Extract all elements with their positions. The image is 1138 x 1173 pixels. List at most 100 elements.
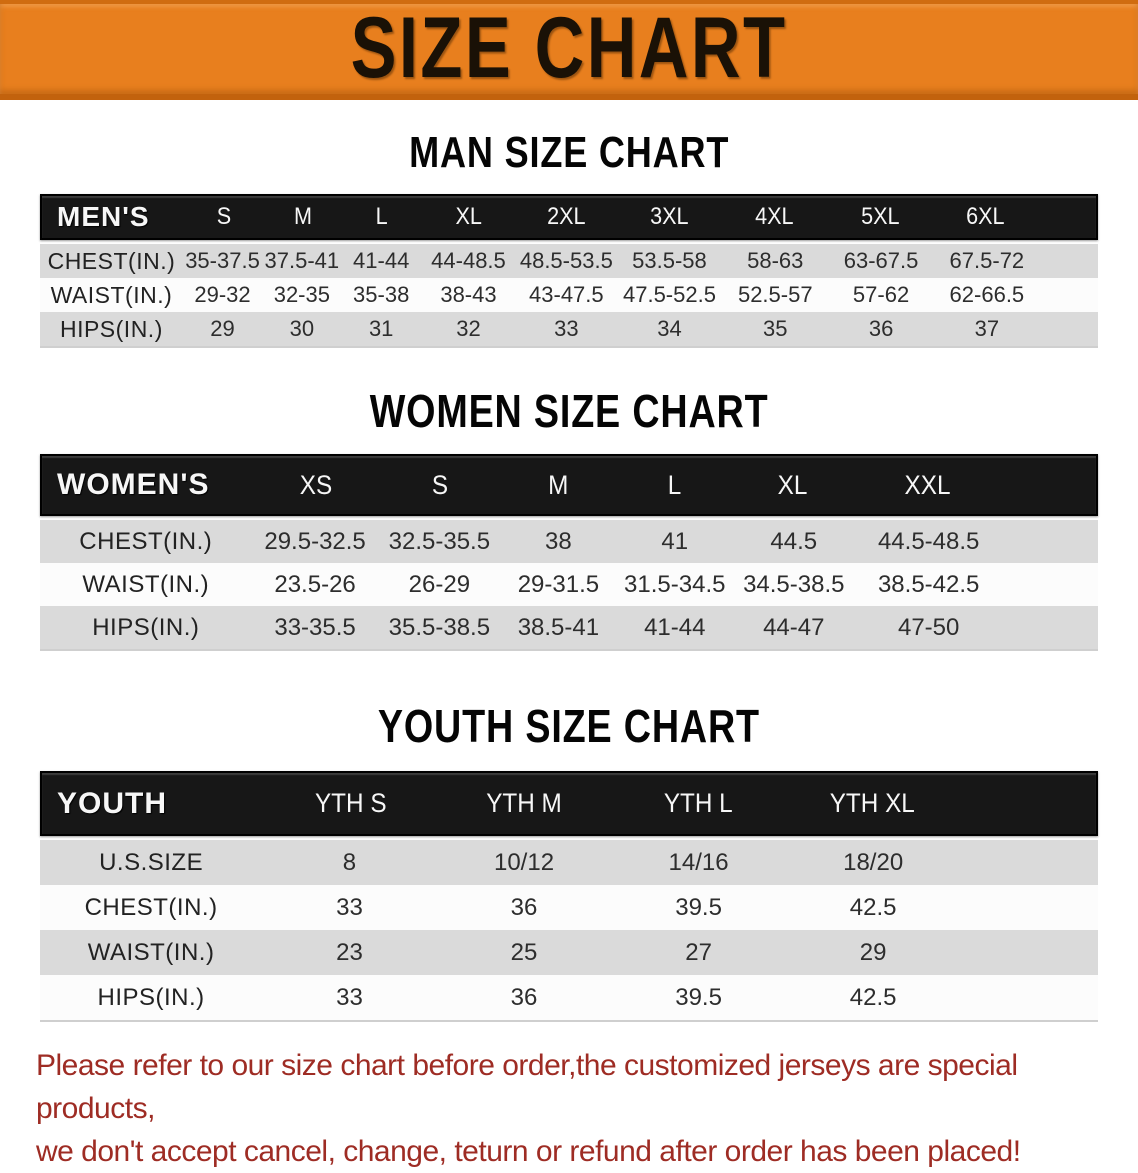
size-column-header-text: 4XL bbox=[755, 203, 794, 230]
table-cell: 48.5-53.5 bbox=[519, 248, 613, 273]
table-cell: 44-48.5 bbox=[431, 248, 506, 273]
size-column-header-text: S bbox=[216, 203, 232, 230]
table-cell: 34 bbox=[657, 316, 682, 341]
table-cell: 47.5-52.5 bbox=[622, 282, 716, 307]
men-size-table: MEN'S S M L XL 2XL 3XL 4XL 5XL 6XL CHEST(IN.) 35-37… bbox=[40, 194, 1098, 348]
table-cell: 58-63 bbox=[747, 248, 804, 273]
table-cell: 23 bbox=[336, 938, 363, 966]
row-label: HIPS(IN.) bbox=[97, 983, 205, 1011]
table-cell: 38.5-42.5 bbox=[877, 570, 980, 598]
size-column-header: S bbox=[379, 470, 500, 501]
row-label: WAIST(IN.) bbox=[50, 281, 173, 308]
size-column-header-text: YTH S bbox=[314, 788, 387, 818]
size-column-header-text: XL bbox=[778, 469, 808, 500]
table-cell: 26-29 bbox=[408, 570, 471, 598]
table-row: U.S.SIZE 8 10/12 14/16 18/20 bbox=[40, 840, 1098, 885]
table-row: CHEST(IN.) 35-37.5 37.5-41 41-44 44-48.5 48.5… bbox=[40, 244, 1098, 278]
table-cell: 36 bbox=[868, 316, 894, 341]
table-cell: 42.5 bbox=[849, 893, 897, 921]
size-column-header: YTH L bbox=[611, 788, 785, 819]
disclaimer-line-1: Please refer to our size chart before or… bbox=[36, 1049, 1018, 1125]
size-column-header: M bbox=[263, 203, 342, 231]
size-column-header: 5XL bbox=[827, 203, 932, 231]
table-cell: 35-38 bbox=[353, 282, 410, 307]
women-section-heading-text: WOMEN SIZE CHART bbox=[369, 385, 769, 437]
table-row: CHEST(IN.) 33 36 39.5 42.5 bbox=[40, 885, 1098, 930]
table-cell: 33 bbox=[336, 983, 363, 1011]
table-cell: 41-44 bbox=[644, 613, 706, 641]
table-cell: 33-35.5 bbox=[274, 613, 356, 641]
table-cell: 53.5-58 bbox=[632, 248, 707, 273]
size-column-header: S bbox=[184, 203, 263, 231]
row-label: CHEST(IN.) bbox=[84, 893, 218, 921]
table-cell: 52.5-57 bbox=[737, 282, 813, 307]
row-label: CHEST(IN.) bbox=[79, 527, 213, 555]
size-column-header: 6XL bbox=[933, 203, 1038, 231]
disclaimer-line-2: we don't accept cancel, change, teturn o… bbox=[36, 1135, 1021, 1168]
size-column-header: 2XL bbox=[516, 203, 616, 231]
size-column-header-text: XS bbox=[299, 469, 333, 500]
size-column-header-text: 6XL bbox=[966, 203, 1005, 230]
size-column-header-text: YTH L bbox=[663, 788, 733, 818]
table-cell: 62-66.5 bbox=[949, 282, 1025, 307]
row-label: WAIST(IN.) bbox=[82, 570, 210, 598]
table-cell: 33 bbox=[336, 893, 363, 921]
size-column-header-text: 3XL bbox=[649, 203, 689, 230]
table-cell: 18/20 bbox=[843, 848, 904, 876]
table-cell: 67.5-72 bbox=[949, 248, 1025, 273]
table-cell: 44.5 bbox=[770, 527, 818, 555]
table-header-row: MEN'S S M L XL 2XL 3XL 4XL 5XL 6XL bbox=[40, 194, 1098, 240]
table-cell: 38 bbox=[545, 527, 572, 555]
size-column-header-text: 5XL bbox=[860, 203, 900, 230]
size-column-header: XS bbox=[253, 470, 379, 501]
women-section-heading: WOMEN SIZE CHART bbox=[0, 386, 1138, 436]
table-cell: 36 bbox=[510, 983, 538, 1011]
size-column-header: 3XL bbox=[616, 203, 721, 231]
row-label: WAIST(IN.) bbox=[87, 938, 215, 966]
table-cell: 10/12 bbox=[493, 848, 555, 876]
table-header-label: YOUTH bbox=[57, 786, 167, 820]
youth-section-heading: YOUTH SIZE CHART bbox=[0, 701, 1138, 751]
disclaimer: Please refer to our size chart before or… bbox=[36, 1044, 1118, 1173]
table-row: HIPS(IN.) 33-35.5 35.5-38.5 38.5-41 41-44 44-… bbox=[40, 606, 1098, 649]
table-cell: 37.5-41 bbox=[264, 248, 340, 273]
size-column-header: L bbox=[342, 203, 421, 231]
table-header-label: MEN'S bbox=[57, 201, 150, 232]
youth-size-table: YOUTH YTH S YTH M YTH L YTH XL U.S.SIZE 8 10/12… bbox=[40, 771, 1098, 1022]
row-label: U.S.SIZE bbox=[99, 848, 204, 876]
table-cell: 29 bbox=[859, 938, 887, 966]
table-cell: 31.5-34.5 bbox=[624, 570, 726, 598]
women-section: WOMEN SIZE CHART WOMEN'S XS S M L XL XXL CHEST(… bbox=[0, 386, 1138, 651]
table-cell: 39.5 bbox=[675, 893, 722, 921]
table-cell: 47-50 bbox=[897, 613, 960, 641]
table-cell: 31 bbox=[368, 316, 394, 341]
table-cell: 44-47 bbox=[763, 613, 825, 641]
size-column-header-text: XL bbox=[455, 203, 483, 230]
table-cell: 32 bbox=[456, 316, 481, 341]
table-cell: 37 bbox=[974, 316, 1000, 341]
table-cell: 38-43 bbox=[440, 282, 497, 307]
row-label: HIPS(IN.) bbox=[59, 315, 163, 342]
table-cell: 41 bbox=[661, 527, 689, 555]
table-cell: 41-44 bbox=[353, 248, 410, 273]
table-cell: 43-47.5 bbox=[529, 282, 604, 307]
size-column-header: XL bbox=[421, 203, 516, 231]
size-column-header-text: L bbox=[667, 469, 682, 500]
table-row: CHEST(IN.) 29.5-32.5 32.5-35.5 38 41 44.5 44.5… bbox=[40, 520, 1098, 563]
size-column-header: XL bbox=[732, 470, 853, 501]
size-column-header-text: XXL bbox=[904, 469, 951, 500]
size-column-header: YTH M bbox=[437, 788, 611, 819]
table-cell: 35-37.5 bbox=[185, 248, 260, 273]
table-cell: 38.5-41 bbox=[517, 613, 600, 641]
table-cell: 8 bbox=[342, 848, 357, 876]
size-column-header-text: M bbox=[548, 469, 569, 500]
women-size-table: WOMEN'S XS S M L XL XXL CHEST(IN.) 29.5-32.5 32.5… bbox=[40, 454, 1098, 651]
table-row: HIPS(IN.) 33 36 39.5 42.5 bbox=[40, 975, 1098, 1020]
table-row: WAIST(IN.) 23 25 27 29 bbox=[40, 930, 1098, 975]
table-cell: 14/16 bbox=[668, 848, 729, 876]
table-cell: 57-62 bbox=[852, 282, 910, 307]
table-cell: 42.5 bbox=[849, 983, 897, 1011]
table-cell: 35.5-38.5 bbox=[388, 613, 491, 641]
table-row: WAIST(IN.) 29-32 32-35 35-38 38-43 43-47.5 47.… bbox=[40, 278, 1098, 312]
size-column-header: L bbox=[616, 470, 732, 501]
